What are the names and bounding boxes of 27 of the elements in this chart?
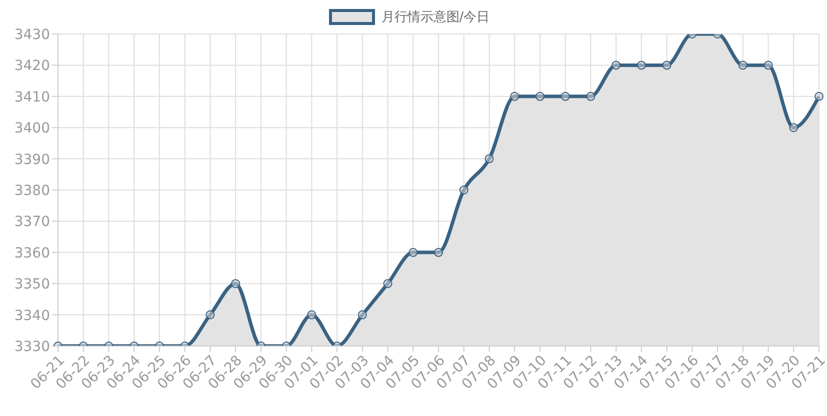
y-tick-label: 3350 [14, 276, 50, 293]
y-tick-label: 3400 [14, 120, 50, 137]
point [738, 60, 748, 70]
y-tick-label: 3330 [14, 338, 50, 355]
point [662, 60, 672, 70]
y-tick-label: 3390 [14, 152, 50, 168]
point [408, 248, 418, 257]
legend-label: 月行情示意图/今日 [381, 9, 490, 26]
y-tick-label: 3410 [14, 89, 50, 106]
point [484, 154, 494, 164]
point [814, 92, 824, 101]
y-tick-label: 3420 [14, 58, 50, 74]
y-tick-label: 3380 [14, 182, 50, 199]
point [560, 92, 570, 101]
point [434, 248, 443, 257]
point [535, 92, 544, 101]
y-tick-label: 3340 [14, 308, 50, 324]
point [789, 123, 798, 132]
y-tick-label: 3430 [14, 26, 50, 43]
point [459, 186, 468, 194]
point [764, 60, 773, 70]
y-tick-label: 3360 [14, 245, 50, 262]
point [612, 60, 621, 70]
y-tick-label: 3370 [14, 214, 50, 230]
point [636, 60, 646, 70]
point [510, 92, 520, 101]
point [586, 92, 596, 101]
